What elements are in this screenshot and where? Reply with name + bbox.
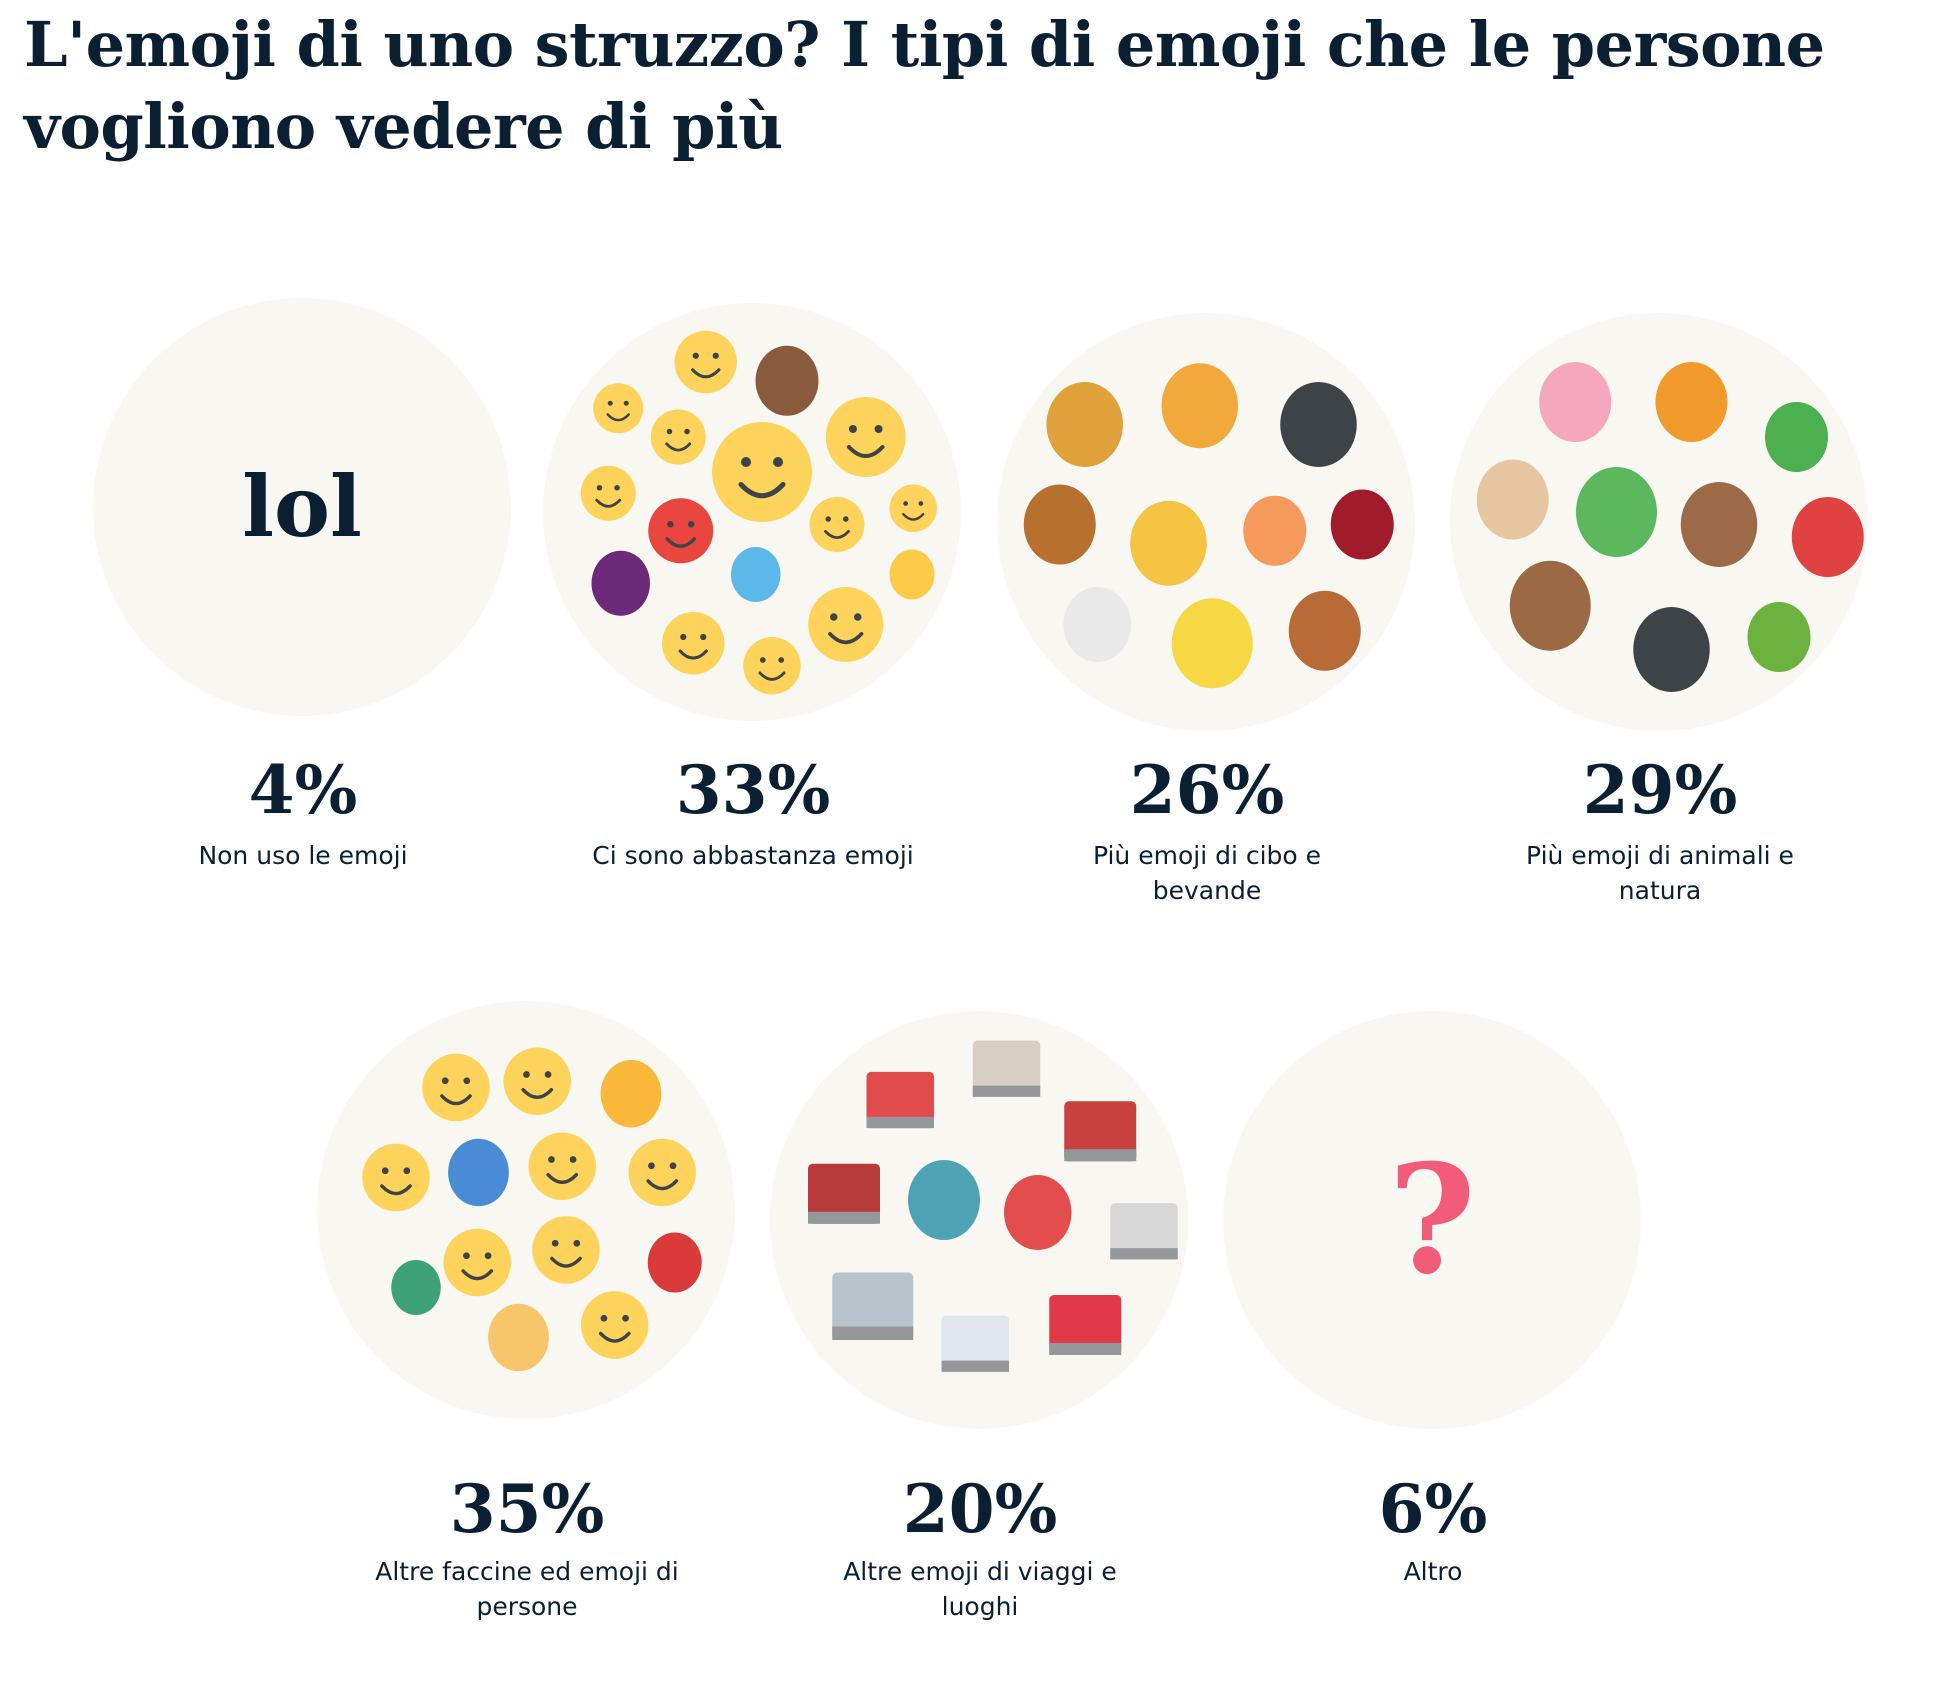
droplets-emoji [731, 547, 781, 602]
kiss-emoji [593, 383, 644, 434]
woman-emoji [600, 1060, 662, 1128]
percent-value: 35% [449, 1470, 605, 1548]
cactus-emoji [1747, 602, 1811, 672]
category-label: Più emoji di animali e natura [1526, 841, 1794, 905]
burger-emoji [1023, 484, 1096, 565]
monkey-emoji [1509, 560, 1591, 651]
emoji-cluster [580, 330, 937, 695]
school-emoji [866, 1071, 934, 1129]
smile-emoji [712, 422, 812, 522]
emoji-cluster [808, 1040, 1178, 1372]
palm-tree-emoji [1576, 467, 1657, 557]
poop-emoji [755, 345, 819, 416]
thumbs-up-emoji [889, 549, 935, 600]
category-label: Ci sono abbastanza emoji [592, 841, 914, 870]
torii-gate-emoji [1049, 1295, 1122, 1355]
percent-value: 20% [902, 1470, 1058, 1548]
superhero-emoji [647, 1232, 702, 1293]
statue-of-liberty-emoji [908, 1160, 980, 1240]
joy-small-emoji [580, 465, 636, 521]
wink-tongue-emoji [628, 1138, 696, 1207]
category-label: Altro [1403, 1557, 1463, 1586]
cheese-emoji [1171, 598, 1253, 689]
joy-emoji [422, 1053, 490, 1122]
bear-emoji [1680, 482, 1758, 567]
tokyo-tower-emoji [1004, 1175, 1072, 1250]
lol-text: lol [242, 457, 362, 556]
stew-pot-emoji [1280, 382, 1357, 467]
category-circle [543, 303, 961, 721]
beer-mugs-emoji [1130, 500, 1207, 586]
emoji-cluster [1476, 362, 1864, 692]
shamrock-emoji [1765, 402, 1828, 472]
man-emoji [488, 1303, 549, 1372]
percent-value: 26% [1129, 751, 1285, 829]
grin-emoji [443, 1228, 511, 1297]
eggplant-emoji [591, 550, 650, 616]
angry-emoji [648, 498, 714, 564]
coffee-emoji [1063, 587, 1131, 662]
category-circle: ? [1223, 1011, 1641, 1429]
category-label: Altre faccine ed emoji di persone [375, 1557, 679, 1621]
synagogue-emoji [808, 1163, 880, 1224]
scream-emoji [662, 612, 725, 675]
pizza-emoji [1161, 363, 1238, 449]
crab-emoji [1791, 497, 1864, 577]
category-label: Non uso le emoji [198, 841, 408, 870]
joy-emoji [825, 397, 906, 477]
grimace-emoji [743, 637, 801, 695]
church-emoji [972, 1040, 1041, 1097]
smiling-blush-emoji [674, 330, 737, 394]
percent-value: 29% [1582, 751, 1738, 829]
sunglasses-emoji [650, 409, 706, 465]
emoji-cluster [1023, 363, 1394, 689]
percent-value: 4% [248, 751, 358, 829]
wink-emoji [532, 1216, 600, 1284]
blush-emoji [581, 1291, 649, 1359]
pug-emoji [1476, 459, 1549, 540]
shop-emoji [1110, 1203, 1178, 1260]
smile-emoji [528, 1132, 596, 1200]
nerd-emoji [809, 497, 865, 552]
grin-emoji [362, 1143, 430, 1212]
category-circle: lol [93, 298, 511, 716]
heart-eyes-emoji [808, 587, 884, 662]
bowing-person-emoji [448, 1138, 509, 1207]
upside-down-face-emoji [503, 1047, 571, 1115]
pineapple-emoji [1046, 382, 1123, 467]
peach-emoji [1243, 495, 1307, 566]
chicken-leg-emoji [1288, 590, 1361, 671]
category-circle [997, 313, 1415, 731]
japanese-castle-emoji [1064, 1101, 1137, 1162]
percent-value: 33% [675, 751, 831, 829]
percent-value: 6% [1378, 1470, 1488, 1548]
category-label: Altre emoji di viaggi e luoghi [843, 1557, 1117, 1621]
emoji-cluster [362, 1047, 702, 1372]
category-label: Più emoji di cibo e bevande [1092, 841, 1322, 905]
tiger-emoji [1655, 362, 1728, 442]
hospital-emoji [941, 1315, 1009, 1372]
page-title: L'emoji di uno struzzo? I tipi di emoji … [24, 8, 1825, 163]
walking-person-emoji [391, 1260, 441, 1315]
wine-glass-emoji [1330, 489, 1394, 560]
frown-emoji [889, 484, 937, 532]
category-circle [1450, 313, 1868, 731]
cat-emoji [1633, 607, 1710, 692]
classical-building-emoji [832, 1272, 914, 1340]
pig-emoji [1539, 362, 1612, 442]
category-circle [770, 1011, 1188, 1429]
question-mark-icon: ? [1388, 1132, 1476, 1308]
category-circle [317, 1001, 735, 1419]
